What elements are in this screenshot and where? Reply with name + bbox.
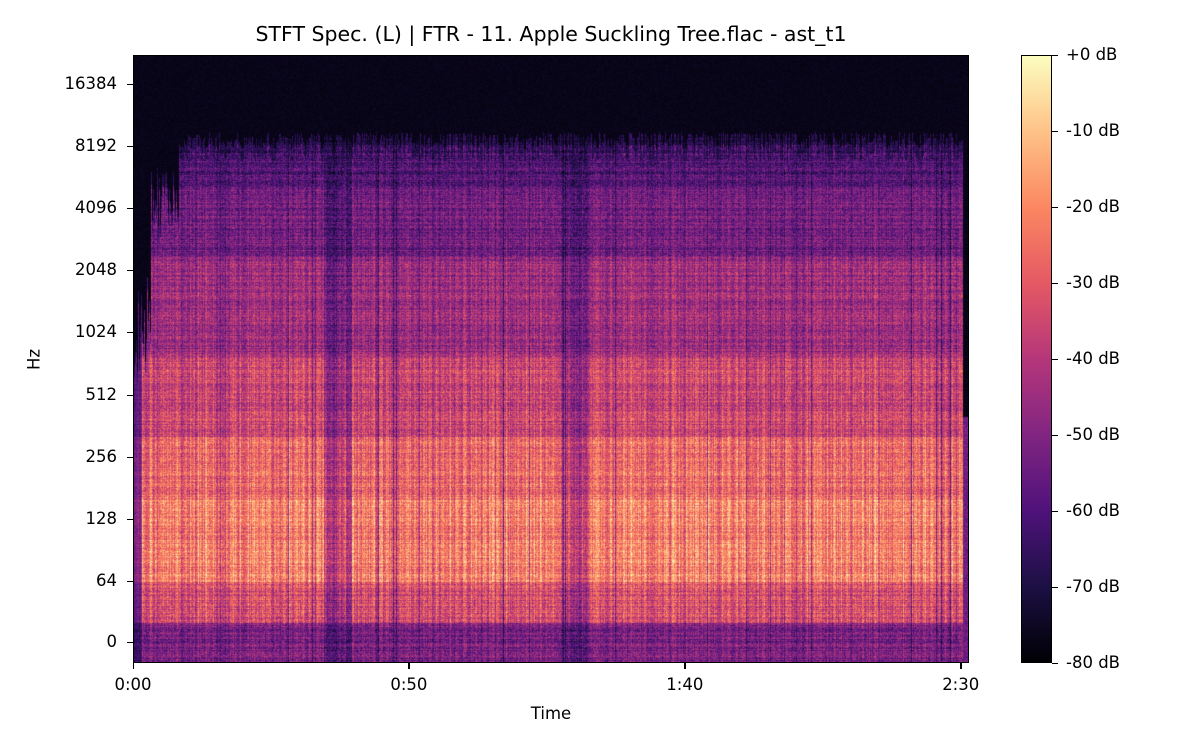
colorbar-tick-label: -10 dB	[1066, 121, 1120, 140]
y-tick: 2048	[0, 260, 145, 280]
y-tick-label: 256	[85, 447, 118, 466]
colorbar-tick: -20 dB	[1052, 197, 1162, 217]
colorbar-tick-mark	[1052, 206, 1058, 208]
x-tick: 2:30	[911, 663, 1011, 703]
y-tick-label: 64	[96, 571, 117, 590]
colorbar-tick-mark	[1052, 434, 1058, 436]
y-tick-label: 1024	[75, 322, 117, 341]
colorbar-tick-label: -50 dB	[1066, 425, 1120, 444]
x-tick-mark	[684, 663, 686, 669]
y-tick-mark	[127, 331, 133, 333]
y-tick-mark	[127, 641, 133, 643]
colorbar-tick-mark	[1052, 662, 1058, 664]
x-axis-label: Time	[530, 704, 572, 723]
x-tick-label: 0:50	[390, 675, 428, 694]
colorbar-tick-label: -60 dB	[1066, 501, 1120, 520]
x-tick: 0:00	[83, 663, 183, 703]
y-tick: 64	[0, 571, 145, 591]
y-tick-mark	[127, 518, 133, 520]
colorbar	[1021, 55, 1052, 663]
colorbar-tick-label: -80 dB	[1066, 653, 1120, 672]
y-tick-mark	[127, 83, 133, 85]
x-tick-mark	[960, 663, 962, 669]
colorbar-tick: -40 dB	[1052, 349, 1162, 369]
x-tick: 0:50	[359, 663, 459, 703]
spectrogram-image	[134, 56, 968, 662]
spectrogram-plot-area	[133, 55, 969, 663]
y-tick-mark	[127, 456, 133, 458]
colorbar-tick-mark	[1052, 282, 1058, 284]
colorbar-tick: -60 dB	[1052, 501, 1162, 521]
colorbar-tick-label: -70 dB	[1066, 577, 1120, 596]
chart-title: STFT Spec. (L) | FTR - 11. Apple Sucklin…	[255, 22, 847, 46]
y-tick: 0	[0, 632, 145, 652]
y-tick: 128	[0, 509, 145, 529]
x-tick: 1:40	[635, 663, 735, 703]
colorbar-tick: -10 dB	[1052, 121, 1162, 141]
y-tick-mark	[127, 394, 133, 396]
colorbar-tick-mark	[1052, 510, 1058, 512]
y-tick: 4096	[0, 198, 145, 218]
x-tick-mark	[408, 663, 410, 669]
x-tick-label: 2:30	[942, 675, 980, 694]
y-tick-label: 128	[85, 509, 118, 528]
colorbar-tick: -80 dB	[1052, 653, 1162, 673]
colorbar-tick-mark	[1052, 130, 1058, 132]
colorbar-tick-mark	[1052, 358, 1058, 360]
colorbar-tick-label: -20 dB	[1066, 197, 1120, 216]
y-tick-label: 512	[85, 385, 118, 404]
colorbar-tick: -50 dB	[1052, 425, 1162, 445]
y-tick-mark	[127, 145, 133, 147]
y-tick: 256	[0, 447, 145, 467]
y-tick: 1024	[0, 322, 145, 342]
colorbar-tick-mark	[1052, 586, 1058, 588]
y-tick-mark	[127, 580, 133, 582]
colorbar-tick-label: +0 dB	[1066, 45, 1118, 64]
y-tick-mark	[127, 269, 133, 271]
y-tick-label: 4096	[75, 198, 117, 217]
y-tick-label: 2048	[75, 260, 117, 279]
colorbar-tick: -70 dB	[1052, 577, 1162, 597]
colorbar-tick-label: -40 dB	[1066, 349, 1120, 368]
y-tick-mark	[127, 207, 133, 209]
y-tick: 16384	[0, 74, 145, 94]
y-tick-label: 8192	[75, 136, 117, 155]
colorbar-tick: -30 dB	[1052, 273, 1162, 293]
x-tick-mark	[132, 663, 134, 669]
x-tick-label: 1:40	[666, 675, 704, 694]
y-tick: 512	[0, 385, 145, 405]
y-axis-label: Hz	[24, 348, 44, 371]
colorbar-tick: +0 dB	[1052, 45, 1162, 65]
x-tick-label: 0:00	[114, 675, 152, 694]
colorbar-tick-label: -30 dB	[1066, 273, 1120, 292]
y-tick-label: 16384	[64, 74, 118, 93]
colorbar-tick-mark	[1052, 54, 1058, 56]
y-tick-label: 0	[106, 632, 118, 651]
y-tick: 8192	[0, 136, 145, 156]
